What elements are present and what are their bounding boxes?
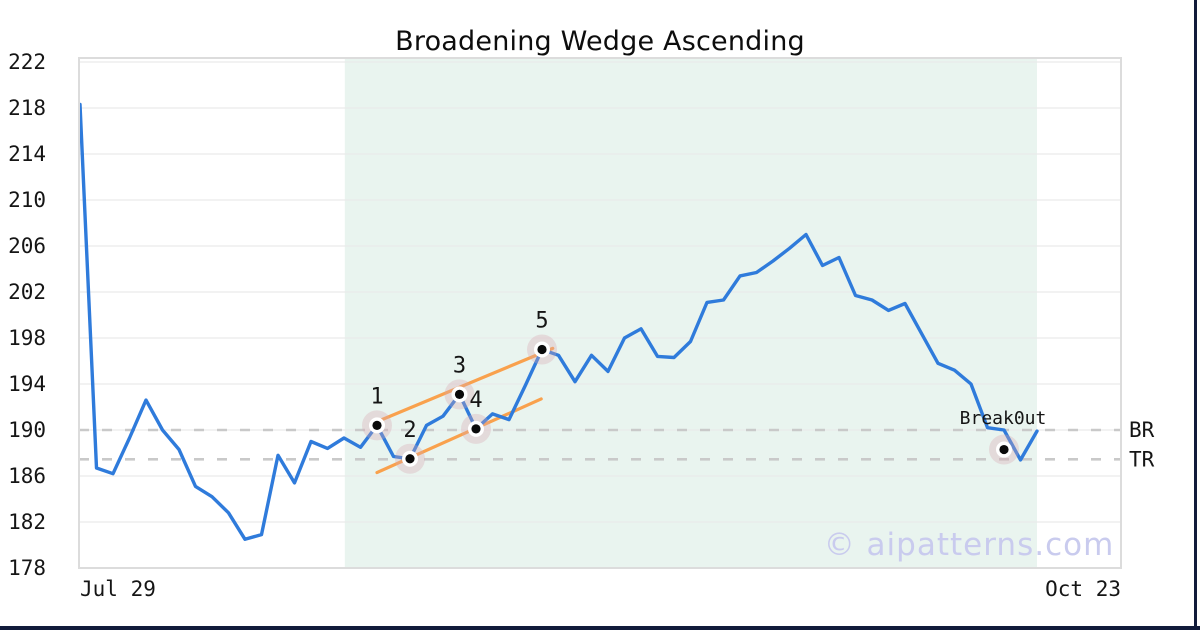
breakout-label: Break0ut bbox=[960, 408, 1047, 429]
page-edge-bottom bbox=[0, 626, 1200, 630]
pattern-point-4-dot bbox=[471, 424, 481, 434]
y-tick-label: 222 bbox=[8, 50, 46, 74]
pattern-point-1-dot bbox=[372, 420, 382, 430]
y-tick-label: 178 bbox=[8, 556, 46, 580]
y-tick-label: 210 bbox=[8, 188, 46, 212]
page-edge-right bbox=[1194, 0, 1197, 630]
pattern-point-3-dot bbox=[454, 389, 465, 399]
pattern-region bbox=[344, 58, 1037, 568]
y-tick-label: 206 bbox=[8, 234, 46, 258]
y-tick-label: 218 bbox=[8, 96, 46, 120]
x-tick-label-left: Jul 29 bbox=[80, 577, 156, 601]
y-tick-label: 198 bbox=[8, 326, 46, 350]
breakout-point-dot bbox=[999, 444, 1009, 455]
plot-border bbox=[78, 57, 1122, 569]
level-label-br: BR bbox=[1129, 418, 1155, 442]
y-tick-label: 214 bbox=[8, 142, 46, 166]
y-tick-label: 190 bbox=[8, 418, 46, 442]
pattern-point-label-3: 3 bbox=[453, 353, 466, 378]
y-tick-label: 186 bbox=[8, 464, 46, 488]
y-tick-label: 194 bbox=[8, 372, 46, 396]
level-label-tr: TR bbox=[1129, 447, 1155, 471]
y-tick-label: 202 bbox=[8, 280, 46, 304]
pattern-point-label-1: 1 bbox=[370, 384, 383, 409]
watermark: © aipatterns.com bbox=[823, 527, 1115, 563]
pattern-point-label-4: 4 bbox=[469, 388, 482, 413]
x-tick-label-right: Oct 23 bbox=[1045, 577, 1121, 601]
pattern-point-2-dot bbox=[405, 454, 415, 464]
pattern-point-label-2: 2 bbox=[403, 418, 416, 443]
upper-wedge-line bbox=[380, 346, 555, 422]
pattern-point-5-dot bbox=[537, 344, 547, 355]
y-tick-label: 182 bbox=[8, 510, 46, 534]
chart-title: Broadening Wedge Ascending bbox=[395, 26, 805, 57]
pattern-point-label-5: 5 bbox=[535, 309, 548, 334]
price-line bbox=[78, 102, 1039, 541]
